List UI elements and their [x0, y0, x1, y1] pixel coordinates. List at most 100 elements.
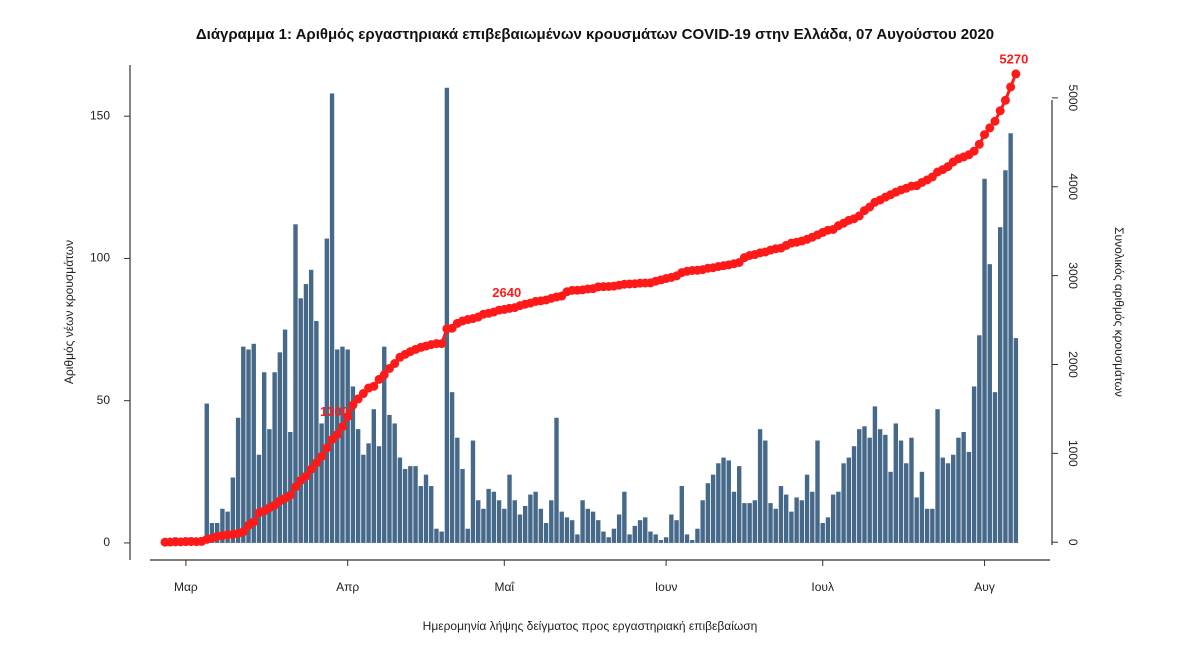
bar — [392, 423, 397, 543]
bar — [632, 525, 637, 543]
bar — [893, 423, 898, 543]
bar — [961, 431, 966, 543]
chart-title: Διάγραμμα 1: Αριθμός εργαστηριακά επιβεβ… — [196, 26, 994, 43]
line-point — [337, 422, 347, 432]
line-point — [291, 482, 300, 492]
x-tick-label: Ιουν — [655, 580, 678, 594]
bar — [763, 440, 768, 543]
bar — [413, 466, 418, 543]
x-tick-label: Μαΐ — [494, 580, 515, 594]
bar — [747, 503, 752, 543]
x-tick-label: Απρ — [336, 580, 359, 594]
data-label: 2640 — [492, 285, 521, 300]
bar — [695, 528, 700, 543]
y2-tick-label: 2000 — [1066, 351, 1080, 378]
bar — [904, 463, 909, 543]
line-point — [369, 381, 379, 391]
bar — [585, 508, 591, 543]
bar — [627, 534, 632, 543]
bar — [533, 491, 538, 543]
line-point — [974, 139, 984, 149]
bar — [951, 454, 956, 543]
bar — [418, 486, 423, 543]
bar — [580, 500, 585, 543]
bar — [434, 528, 439, 543]
bar — [643, 517, 648, 543]
bar — [768, 503, 773, 543]
bar — [935, 409, 940, 543]
y-axis-label: Αριθμός νέων κρουσμάτων — [62, 240, 76, 384]
bar — [288, 431, 293, 543]
bar — [888, 471, 893, 543]
bar — [444, 87, 450, 543]
bar — [924, 508, 930, 543]
line-point — [249, 517, 259, 527]
bar — [862, 426, 867, 543]
bar — [909, 437, 914, 543]
bar — [1013, 338, 1019, 543]
bar — [757, 429, 763, 543]
bar — [658, 540, 664, 543]
bar — [956, 437, 961, 543]
bar — [590, 511, 596, 543]
bar — [846, 457, 852, 543]
bar — [220, 508, 225, 543]
bar — [277, 352, 283, 543]
bar — [340, 346, 345, 543]
bar — [455, 437, 460, 543]
bar — [569, 520, 575, 543]
y-tick-label: 50 — [97, 393, 111, 407]
bar — [930, 508, 935, 543]
bar — [528, 494, 533, 543]
bar — [256, 454, 262, 543]
bar — [898, 440, 904, 543]
bar — [564, 517, 570, 543]
bar — [335, 349, 340, 543]
bar — [679, 486, 684, 543]
bar — [825, 517, 831, 543]
bar — [429, 486, 434, 543]
bar — [538, 508, 544, 543]
bar — [820, 523, 825, 543]
x-tick-label: Ιουλ — [811, 580, 834, 594]
bar — [491, 491, 497, 543]
bar — [669, 514, 674, 543]
bar — [616, 514, 622, 543]
bar — [731, 491, 737, 543]
bar — [481, 508, 486, 543]
line-point — [332, 430, 342, 440]
bar — [872, 406, 878, 543]
y2-tick-label: 3000 — [1066, 262, 1080, 289]
bar — [230, 477, 236, 543]
bar — [314, 321, 319, 543]
line-point — [306, 464, 316, 474]
bar — [209, 523, 215, 543]
y-tick-label: 100 — [90, 251, 110, 265]
bar — [517, 514, 523, 543]
bar — [319, 423, 324, 543]
bar — [596, 520, 601, 543]
data-label: 1300 — [320, 404, 349, 419]
line — [164, 73, 1018, 544]
y2-tick-label: 5000 — [1066, 85, 1080, 112]
bar — [810, 491, 815, 543]
bar — [804, 474, 810, 543]
bar — [308, 269, 314, 543]
y2-tick-label: 1000 — [1066, 440, 1080, 467]
line-point — [311, 458, 321, 468]
bar — [752, 500, 758, 543]
bar — [778, 486, 784, 543]
bar — [543, 523, 549, 543]
bar — [361, 454, 366, 543]
bar — [549, 500, 554, 543]
bar — [940, 457, 945, 543]
bar — [637, 520, 643, 543]
bar — [376, 446, 382, 543]
bar — [1003, 170, 1008, 543]
y-tick-label: 0 — [103, 535, 110, 549]
line-point — [238, 527, 248, 537]
bar — [851, 446, 857, 543]
bar — [350, 386, 356, 543]
bar — [1008, 133, 1013, 543]
bar — [919, 471, 925, 543]
